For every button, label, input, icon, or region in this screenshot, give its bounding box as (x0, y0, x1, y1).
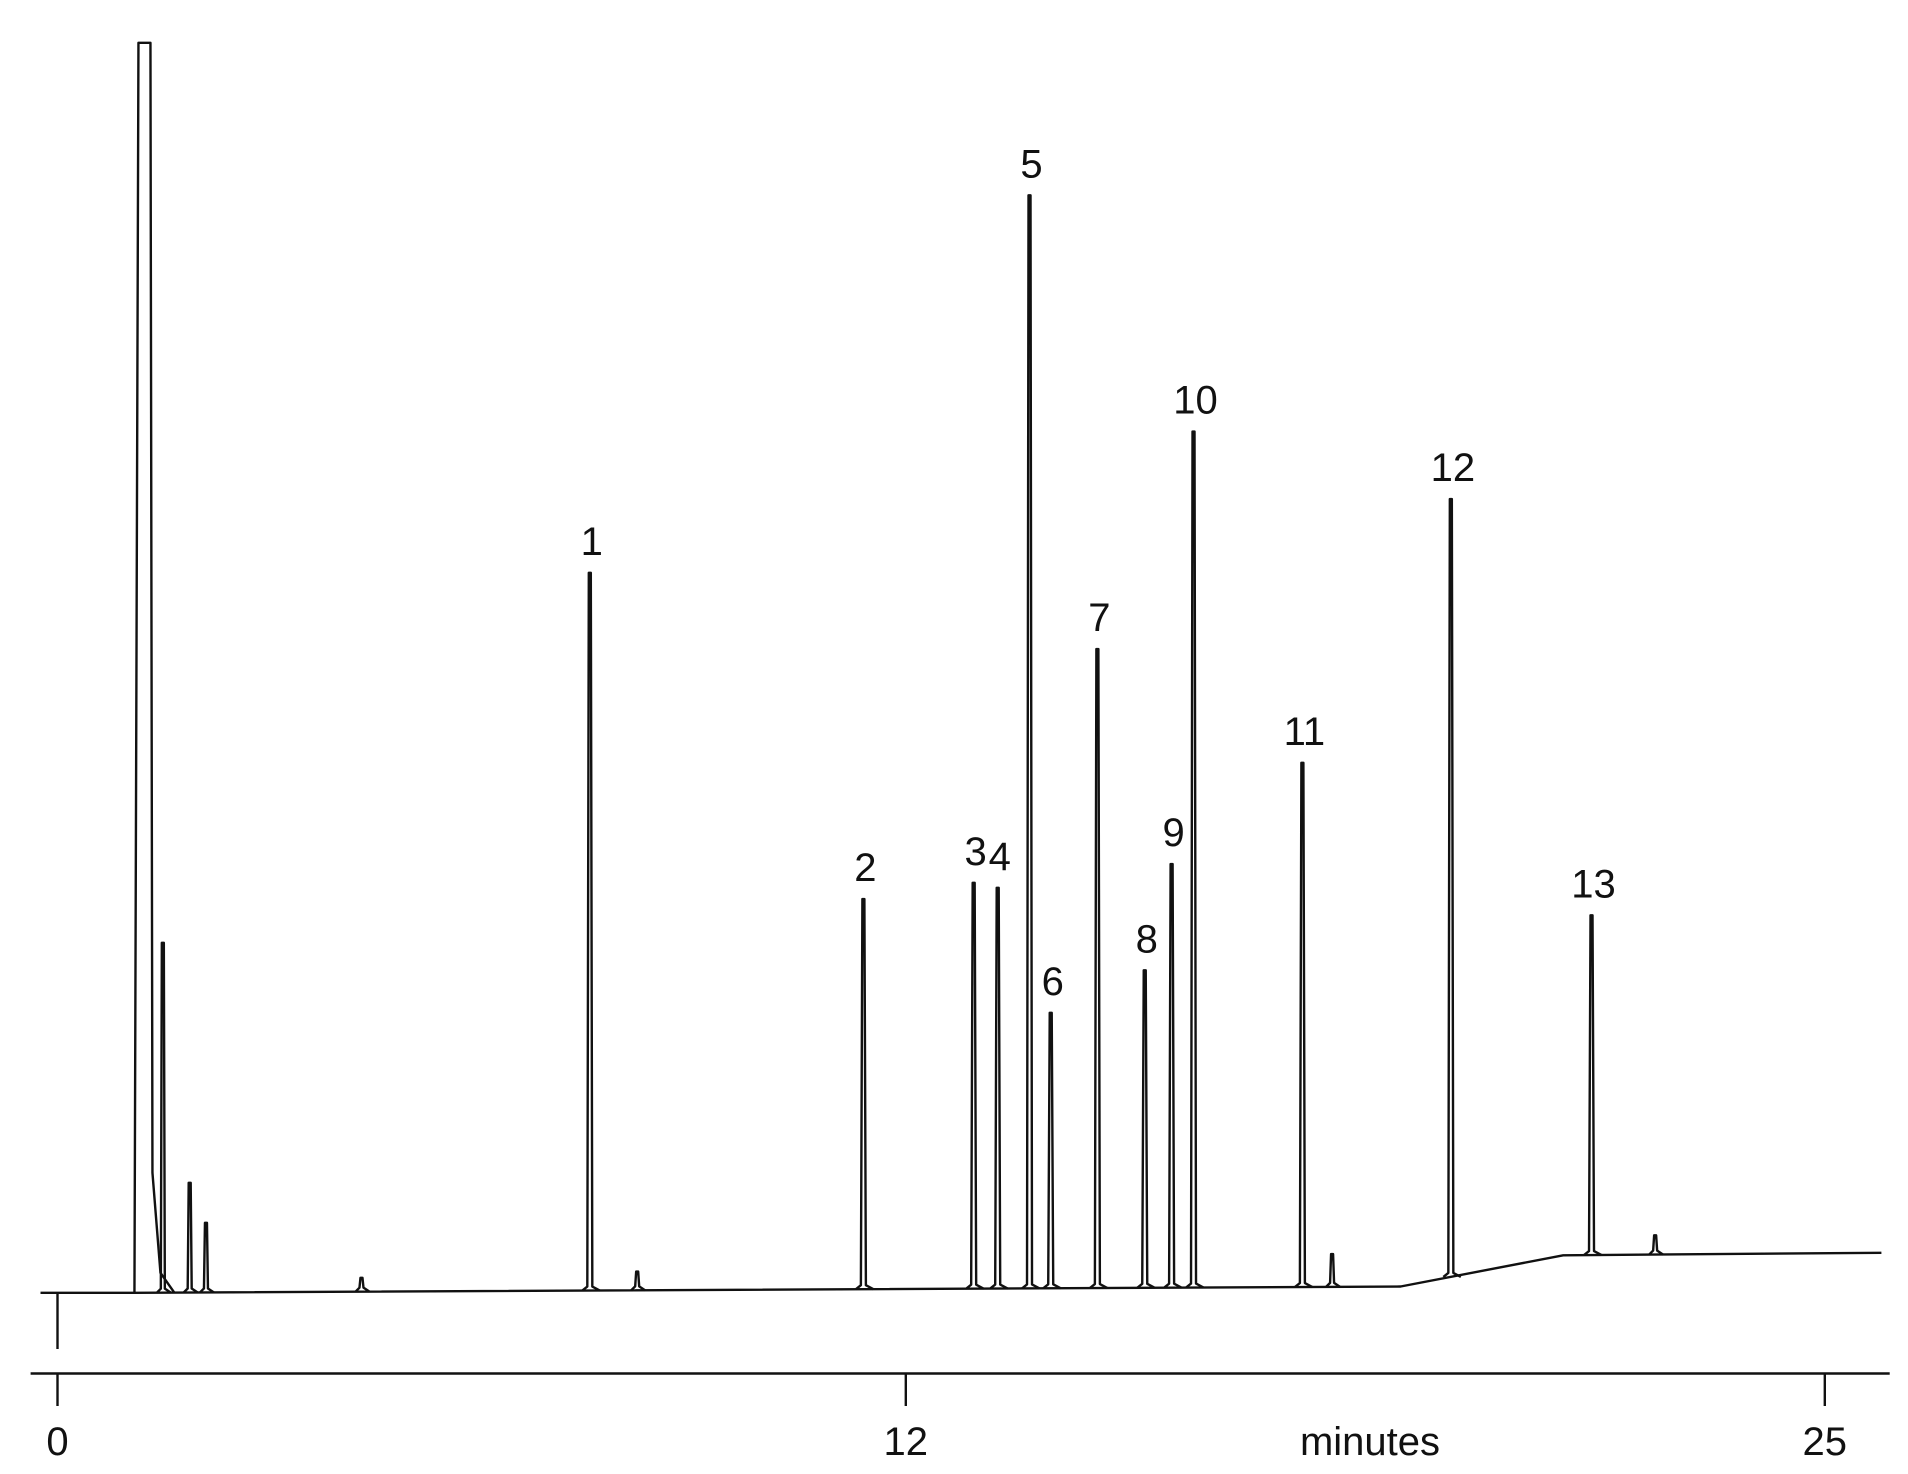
peak (989, 886, 1009, 1290)
x-tick-label: 0 (46, 1420, 68, 1464)
minor-peak (1648, 1234, 1664, 1256)
x-axis-label: minutes (1300, 1420, 1440, 1464)
solvent-peak (133, 41, 176, 1294)
peak (855, 897, 874, 1291)
x-tick-label: 25 (1803, 1420, 1848, 1464)
peak (1163, 862, 1183, 1289)
peak (1021, 194, 1041, 1290)
minor-peak (155, 941, 172, 1294)
minor-peak (1325, 1252, 1341, 1288)
peak (1089, 647, 1108, 1290)
peak-label: 13 (1571, 862, 1616, 906)
peak-label: 6 (1042, 960, 1064, 1004)
peak-label: 4 (989, 835, 1011, 879)
minor-peak (182, 1181, 199, 1294)
peak-label: 5 (1020, 142, 1042, 186)
peak-label: 7 (1088, 596, 1110, 640)
minor-peak (630, 1270, 646, 1292)
baseline-trace (40, 1251, 1882, 1294)
peak (1042, 1011, 1062, 1290)
minor-peak (199, 1221, 215, 1294)
peak-label: 9 (1162, 811, 1184, 855)
peak-label: 11 (1284, 710, 1326, 754)
peak-label: 10 (1173, 379, 1218, 423)
x-tick-label: 12 (884, 1420, 929, 1464)
peak (1185, 430, 1205, 1289)
peak (1294, 761, 1313, 1289)
peak-label: 2 (854, 846, 876, 890)
minor-peak (354, 1276, 371, 1293)
peak (1442, 497, 1462, 1278)
peak (1136, 969, 1156, 1289)
peak-label: 3 (965, 830, 987, 874)
peak (965, 881, 985, 1290)
peak (581, 571, 601, 1292)
peak-label: 12 (1431, 446, 1476, 490)
peak-label: 1 (581, 520, 603, 564)
peak-label: 8 (1136, 917, 1158, 961)
peak (1583, 914, 1603, 1257)
